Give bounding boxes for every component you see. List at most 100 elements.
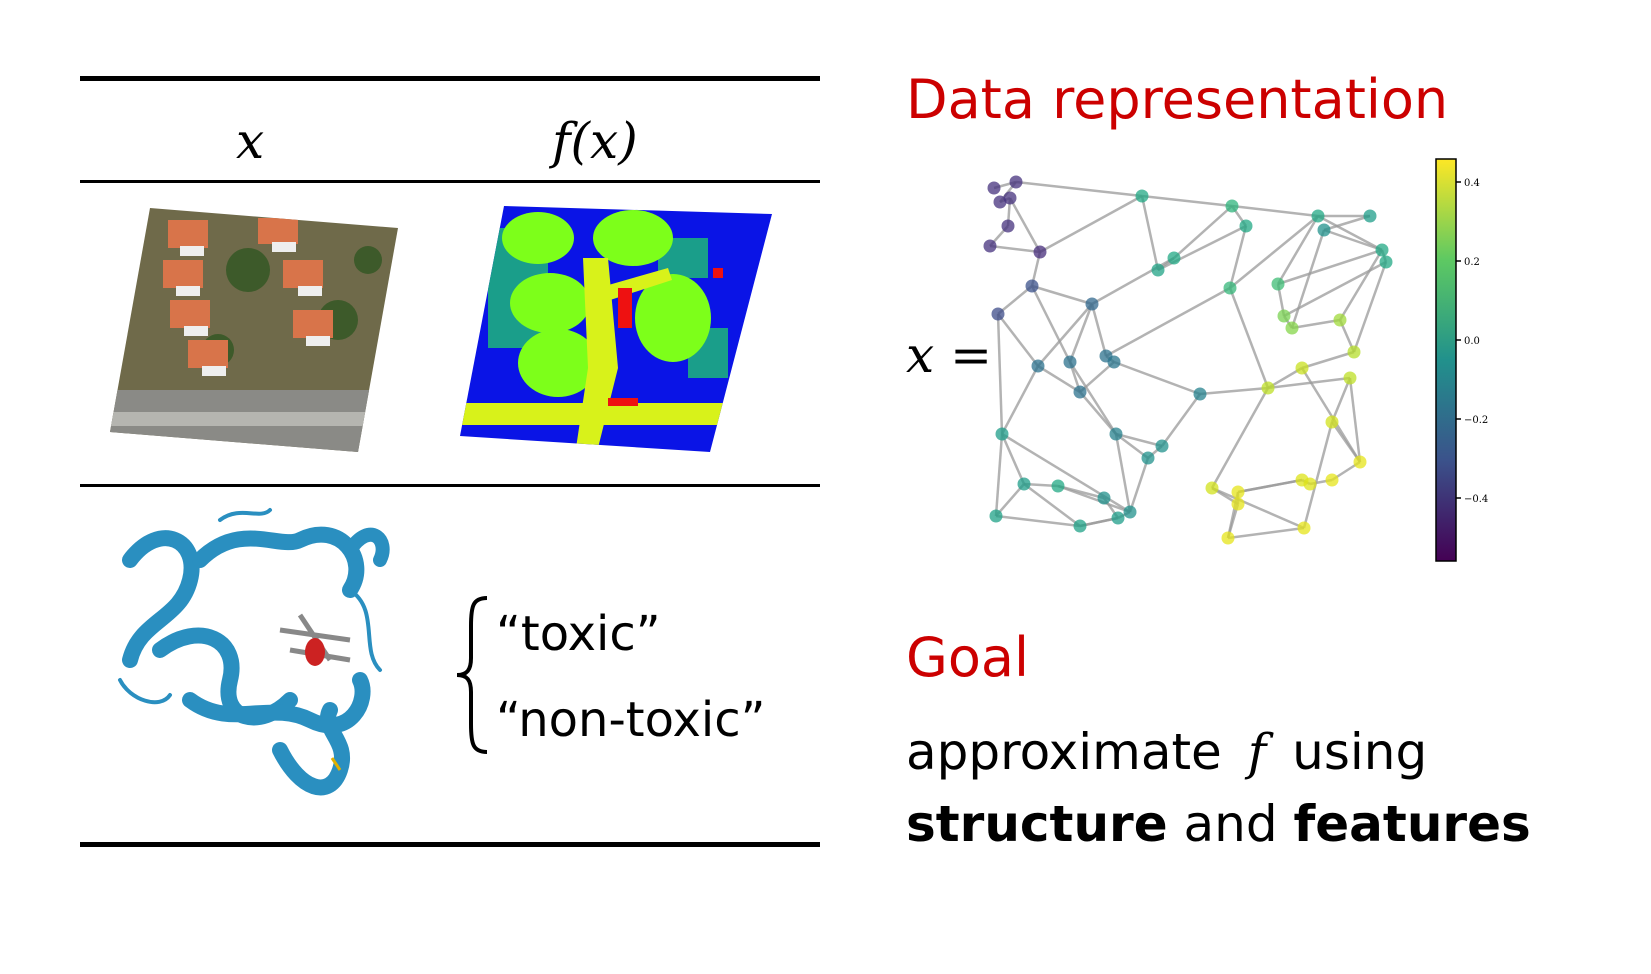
graph-edge xyxy=(1015,180,1143,198)
graph-edge xyxy=(1173,205,1233,259)
graph-node xyxy=(1295,361,1309,375)
graph-node xyxy=(1325,473,1339,487)
graph-edge xyxy=(995,483,1025,517)
graph-edge xyxy=(1039,194,1143,254)
graph-edge xyxy=(1229,215,1319,289)
graph-node xyxy=(1285,321,1299,335)
graph-node xyxy=(995,427,1009,441)
graph-node xyxy=(991,307,1005,321)
graph-edge xyxy=(1030,285,1072,363)
graph-node xyxy=(1347,345,1361,359)
graph-node xyxy=(1271,277,1285,291)
colorbar-tick-label: 0.2 xyxy=(1464,257,1480,268)
graph-node xyxy=(1277,309,1291,323)
graph-edge xyxy=(1228,225,1248,289)
graph-node xyxy=(1141,451,1155,465)
graph-node xyxy=(1111,511,1125,525)
graph-edge xyxy=(1291,318,1341,330)
graph-edge xyxy=(1277,248,1383,286)
goal-text-features: features xyxy=(1293,795,1531,853)
graph-edge xyxy=(996,313,1004,435)
graph-edge xyxy=(1105,286,1231,358)
graph-node xyxy=(1325,415,1339,429)
graph-node xyxy=(1375,243,1389,257)
graph-node xyxy=(1231,485,1245,499)
table-middle-rule xyxy=(80,484,820,487)
graph-node xyxy=(1225,199,1239,213)
graph-node xyxy=(1311,209,1325,223)
graph-edge xyxy=(997,285,1033,315)
table-header-rule xyxy=(80,180,820,183)
goal-text-structure: structure xyxy=(906,795,1168,853)
graph-node xyxy=(1239,219,1253,233)
graph-node xyxy=(1033,245,1047,259)
graph-edge xyxy=(1302,421,1334,529)
graph-edge xyxy=(1210,387,1270,489)
graph-edge xyxy=(1115,432,1163,448)
graph-edge xyxy=(1031,284,1093,306)
aerial-photo-image xyxy=(110,208,398,452)
graph-node xyxy=(1085,297,1099,311)
graph-node xyxy=(1333,313,1347,327)
graph-node xyxy=(1003,191,1017,205)
graph-edge xyxy=(1090,303,1108,357)
colorbar-tick-label: 0.0 xyxy=(1464,336,1480,347)
graph-edge xyxy=(1114,433,1132,513)
graph-edge xyxy=(1330,377,1352,423)
graph-edge xyxy=(994,433,1004,517)
graph-node xyxy=(1205,481,1219,495)
graph-edge xyxy=(1008,197,1042,253)
graph-node xyxy=(1353,455,1367,469)
graph-edge xyxy=(1037,364,1081,394)
graph-edge xyxy=(1140,195,1160,271)
graph-node xyxy=(1009,175,1023,189)
graph-edge xyxy=(1323,228,1383,252)
graph-edge xyxy=(1128,457,1150,513)
graph-node xyxy=(1017,477,1031,491)
graph-node xyxy=(1107,355,1121,369)
graph-edge xyxy=(1211,486,1305,530)
graph-node xyxy=(1001,219,1015,233)
table-top-rule xyxy=(80,76,820,81)
x-equals-label: x = xyxy=(906,326,992,384)
graph-edge xyxy=(1057,484,1131,514)
goal-text-f: f xyxy=(1247,723,1267,781)
colorbar-tick-label: 0.4 xyxy=(1464,178,1480,189)
graph-node xyxy=(1363,209,1377,223)
graph-node xyxy=(989,509,1003,523)
goal-description: approximate f using structure and featur… xyxy=(906,716,1531,860)
graph-node xyxy=(1221,531,1235,545)
graph-node xyxy=(1261,381,1275,395)
graph-node xyxy=(1379,255,1393,269)
graph-edge xyxy=(1267,376,1351,390)
graph-edge xyxy=(995,514,1081,528)
graph-edge xyxy=(1115,433,1149,459)
protein-structure-image xyxy=(118,508,390,796)
graph-edge xyxy=(1348,377,1362,463)
graph-node xyxy=(1193,387,1207,401)
graph-edge xyxy=(1317,214,1383,252)
graph-edge xyxy=(1199,386,1269,396)
graph-node xyxy=(1109,427,1123,441)
graph-edge xyxy=(1231,204,1319,218)
graph-node xyxy=(993,195,1007,209)
graph-node xyxy=(1151,263,1165,277)
graph-edge xyxy=(1000,365,1040,435)
graph-figure xyxy=(983,175,1393,545)
graph-node xyxy=(1167,251,1181,265)
goal-text-using: using xyxy=(1292,723,1428,781)
graph-edge xyxy=(1276,215,1320,285)
graph-node xyxy=(1123,505,1137,519)
goal-title: Goal xyxy=(906,626,1029,689)
graph-node xyxy=(1223,281,1237,295)
graph-edge xyxy=(1338,249,1384,321)
graph-edge xyxy=(1113,360,1201,396)
graph-edge xyxy=(1079,391,1117,435)
graph-edge xyxy=(989,244,1041,254)
graph-nodes xyxy=(983,175,1393,545)
graph-edge xyxy=(1300,367,1362,463)
colorbar-tick-label: −0.2 xyxy=(1464,415,1488,426)
graph-edge xyxy=(1037,303,1093,367)
graph-edge xyxy=(1160,393,1202,447)
graph-node xyxy=(1231,497,1245,511)
